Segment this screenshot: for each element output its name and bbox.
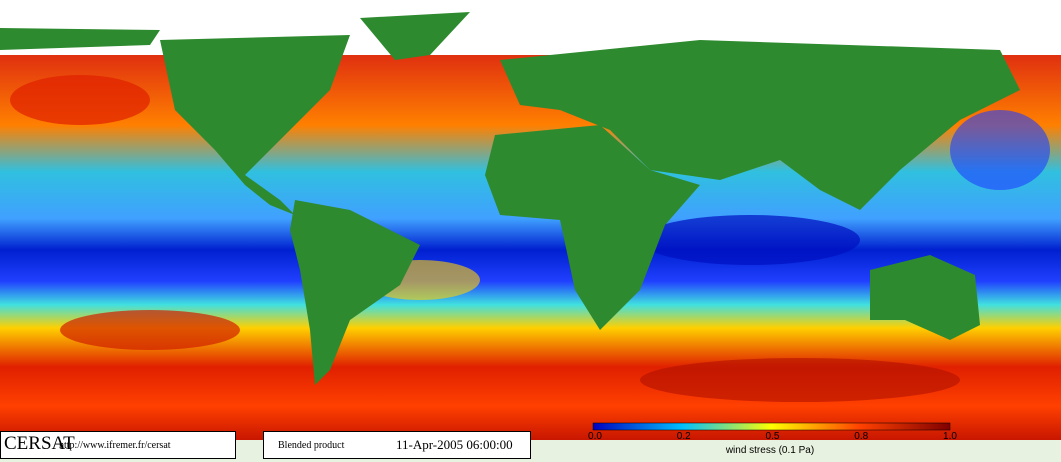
polar-cap bbox=[0, 0, 1061, 40]
wind-patch bbox=[60, 310, 240, 350]
australia bbox=[870, 255, 980, 340]
product-box: Blended product 11-Apr-2005 06:00:00 bbox=[263, 431, 531, 459]
north-america bbox=[160, 35, 350, 215]
colorbar-label: wind stress (0.1 Pa) bbox=[725, 445, 815, 456]
land bbox=[0, 12, 1020, 385]
source-box: CERSAT http://www.ifremer.fr/cersat bbox=[0, 431, 236, 459]
wind-patch bbox=[10, 75, 150, 125]
wind-patch bbox=[640, 358, 960, 402]
date: 11-Apr-2005 06:00:00 bbox=[396, 437, 513, 452]
eurasia bbox=[500, 40, 1020, 210]
africa bbox=[485, 125, 700, 330]
colorbar-tick-label: 0.5 bbox=[765, 431, 780, 442]
colorbar bbox=[592, 422, 951, 431]
colorbar-tick-label: 0.2 bbox=[676, 431, 691, 442]
greenland bbox=[360, 12, 470, 60]
colorbar-tick-label: 1.0 bbox=[943, 431, 957, 442]
colorbar-tick-label: 0.0 bbox=[588, 431, 602, 442]
product: Blended product bbox=[278, 440, 345, 451]
arctic-land bbox=[0, 28, 160, 50]
wind-patch bbox=[640, 215, 860, 265]
logo: CERSAT bbox=[4, 433, 75, 454]
colorbar-tick-label: 0.8 bbox=[854, 431, 869, 442]
url: http://www.ifremer.fr/cersat bbox=[59, 440, 171, 451]
wind-patch bbox=[950, 110, 1050, 190]
south-america bbox=[290, 200, 420, 385]
